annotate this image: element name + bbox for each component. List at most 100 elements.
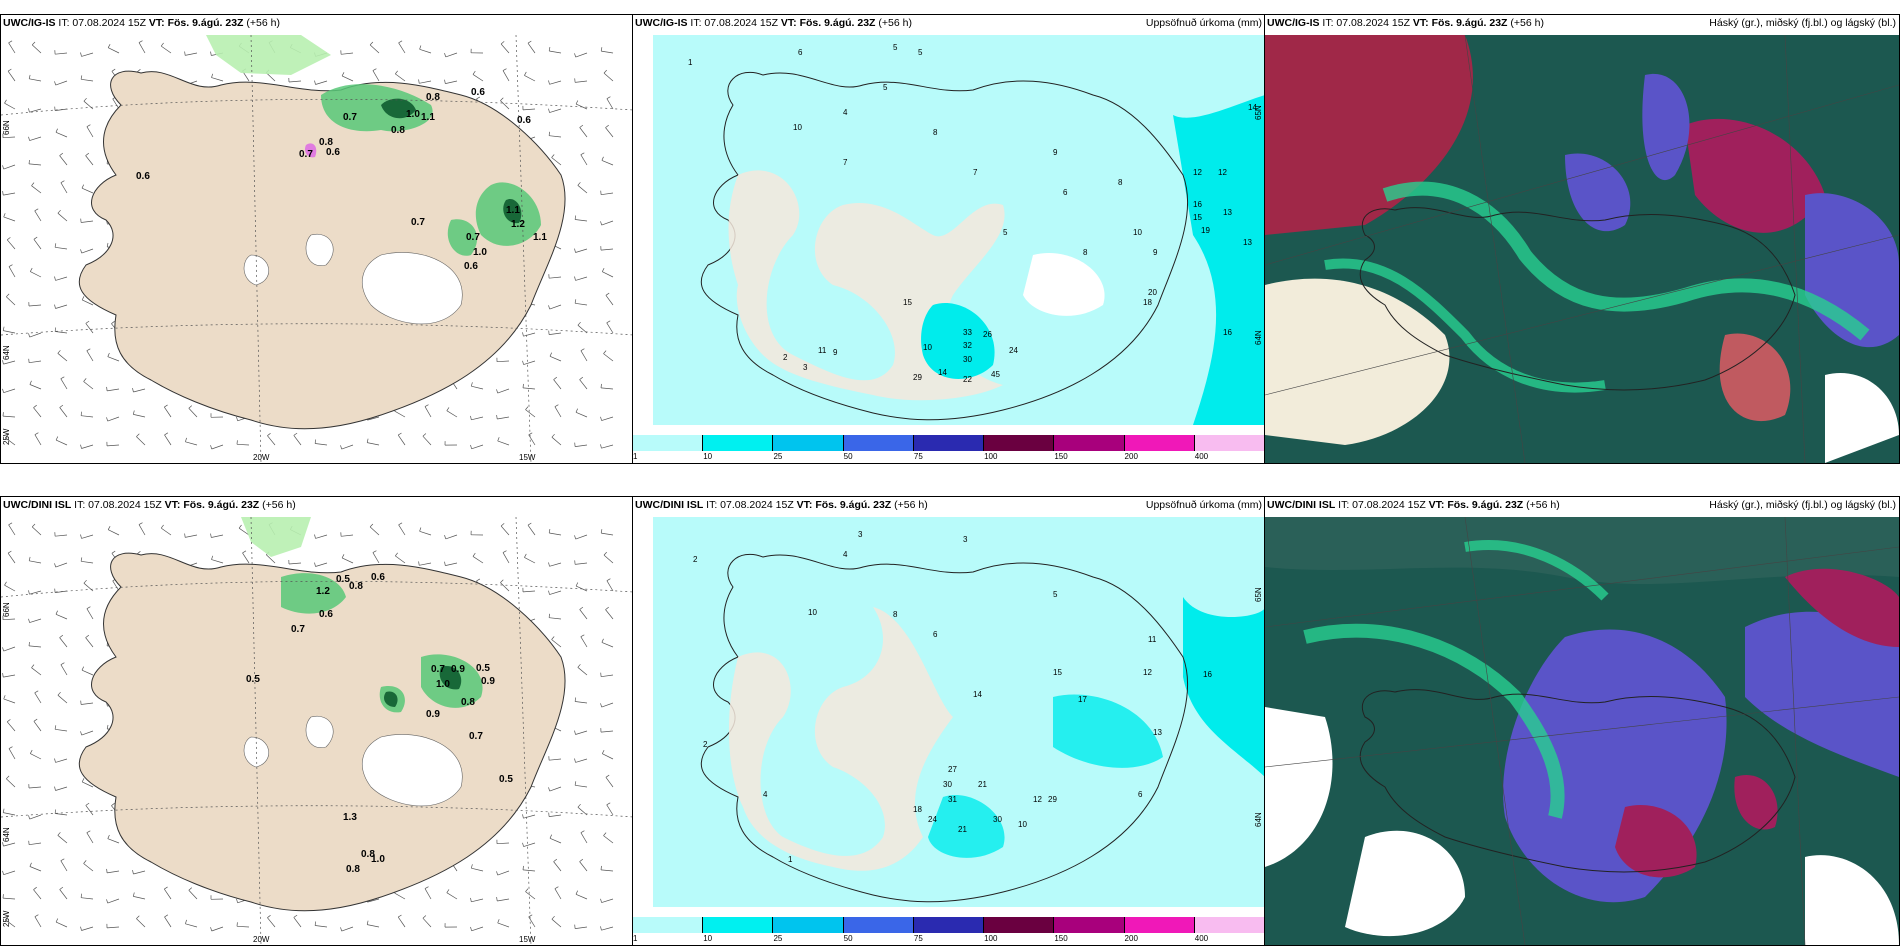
colorbar-swatch [773, 917, 844, 933]
wind-barb [138, 524, 146, 536]
wind-barb [445, 52, 458, 58]
svg-text:25W: 25W [2, 910, 11, 927]
wind-barb [527, 524, 536, 536]
wind-barb-tick [553, 376, 558, 380]
wind-barb [55, 80, 68, 86]
wind-barb [133, 870, 146, 875]
svg-text:9: 9 [833, 348, 838, 357]
wind-barb-tick [470, 444, 472, 449]
wind-barb [502, 552, 510, 564]
wind-barb [471, 898, 484, 903]
wind-barb-tick [574, 276, 576, 281]
wind-barb-tick [107, 834, 110, 839]
colorbar-swatch [1054, 917, 1125, 933]
wind-barb [445, 534, 458, 540]
svg-text:11: 11 [1148, 635, 1157, 644]
wind-barb-tick [136, 915, 140, 919]
precip-colorbar: 1 10 25 50 75 100 150 200 400 [633, 435, 1265, 461]
wind-barb [605, 609, 614, 620]
wind-barb [549, 304, 562, 310]
wind-barb [60, 378, 68, 390]
wind-barb-tick [606, 320, 611, 324]
wind-barb-tick [80, 249, 83, 254]
wind-barb [553, 379, 562, 390]
colorbar-tick: 10 [703, 452, 713, 461]
panel-right-title: Uppsöfnuð úrkoma (mm) [1145, 17, 1262, 29]
wind-barb [549, 837, 562, 844]
wind-barb [3, 388, 16, 394]
wind-barb-tick [528, 432, 533, 436]
wind-barb-tick [476, 96, 481, 100]
wind-barb [3, 674, 16, 678]
wind-barb-tick [554, 886, 559, 890]
wind-barb [419, 530, 432, 536]
wind-barb-tick [81, 666, 85, 671]
wind-map: 20W 15W 66N 64N 25W 0.5 0.8 0.6 1.2 0.7 … [1, 517, 633, 945]
wind-barb-tick [80, 411, 82, 416]
wind-panel-top: UWC/IG-IS IT: 07.08.2024 15Z VT: Fös. 9.… [0, 14, 634, 464]
wind-barb [3, 842, 16, 847]
wind-barb-tick [6, 293, 10, 298]
wind-values: 0.5 0.8 0.6 1.2 0.7 0.6 0.5 0.7 0.9 0.5 … [246, 572, 513, 875]
svg-text:10: 10 [1133, 228, 1142, 237]
wind-barb-tick [575, 582, 579, 587]
svg-text:7: 7 [973, 168, 978, 177]
wind-barb-tick [605, 124, 609, 128]
wind-barb-tick [28, 159, 30, 164]
wind-barb [367, 898, 380, 903]
wind-barb-tick [574, 535, 577, 540]
wind-barb-tick [574, 758, 576, 763]
wind-barb [59, 155, 68, 166]
svg-text:4: 4 [763, 790, 768, 799]
wind-barb [29, 136, 42, 141]
wind-barb [367, 416, 380, 421]
wind-barb-tick [210, 51, 212, 56]
svg-text:33: 33 [963, 328, 972, 337]
svg-text:22: 22 [963, 375, 972, 384]
colorbar-tick: 150 [1054, 452, 1068, 461]
wind-barb [395, 73, 406, 82]
svg-text:3: 3 [803, 363, 808, 372]
wind-barb-tick [424, 886, 429, 889]
wind-barb [211, 559, 224, 564]
wind-barb [6, 721, 16, 732]
wind-barb-tick [548, 590, 550, 595]
wind-barb-tick [54, 327, 57, 332]
svg-text:5: 5 [918, 48, 923, 57]
svg-text:0.7: 0.7 [411, 217, 425, 228]
wind-barb-tick [395, 70, 398, 75]
wind-barb-tick [80, 893, 82, 898]
svg-text:0.5: 0.5 [246, 674, 260, 685]
colorbar-tick: 10 [703, 934, 713, 943]
wind-barb-tick [314, 562, 316, 567]
wind-barb-tick [8, 40, 13, 44]
wind-barb [497, 922, 510, 928]
wind-barb-tick [31, 182, 35, 186]
wind-barb-tick [603, 69, 607, 74]
colorbar-tick: 400 [1194, 452, 1209, 461]
wind-barb [549, 108, 562, 113]
wind-barb [81, 897, 94, 900]
colorbar-tick: 200 [1124, 452, 1138, 461]
wind-barb [575, 80, 588, 83]
svg-text:2: 2 [783, 353, 788, 362]
svg-text:6: 6 [933, 630, 938, 639]
wind-barb-tick [185, 437, 187, 442]
wind-barb-tick [548, 131, 550, 136]
wind-barb-tick [522, 865, 524, 870]
wind-barb [551, 157, 562, 166]
wind-barb-tick [524, 553, 527, 558]
colorbar-swatch [633, 435, 704, 451]
svg-text:19: 19 [1201, 226, 1210, 235]
wind-barb [523, 332, 536, 337]
colorbar-tick: 400 [1194, 934, 1209, 943]
wind-barb [185, 923, 198, 928]
wind-barb [606, 322, 614, 334]
wind-barb [81, 702, 94, 705]
wind-barb [55, 439, 68, 446]
wind-barb [28, 645, 42, 648]
wind-barb [55, 246, 68, 250]
wind-barb [549, 590, 562, 595]
wind-barb [471, 926, 484, 932]
wind-barb-tick [575, 408, 579, 413]
